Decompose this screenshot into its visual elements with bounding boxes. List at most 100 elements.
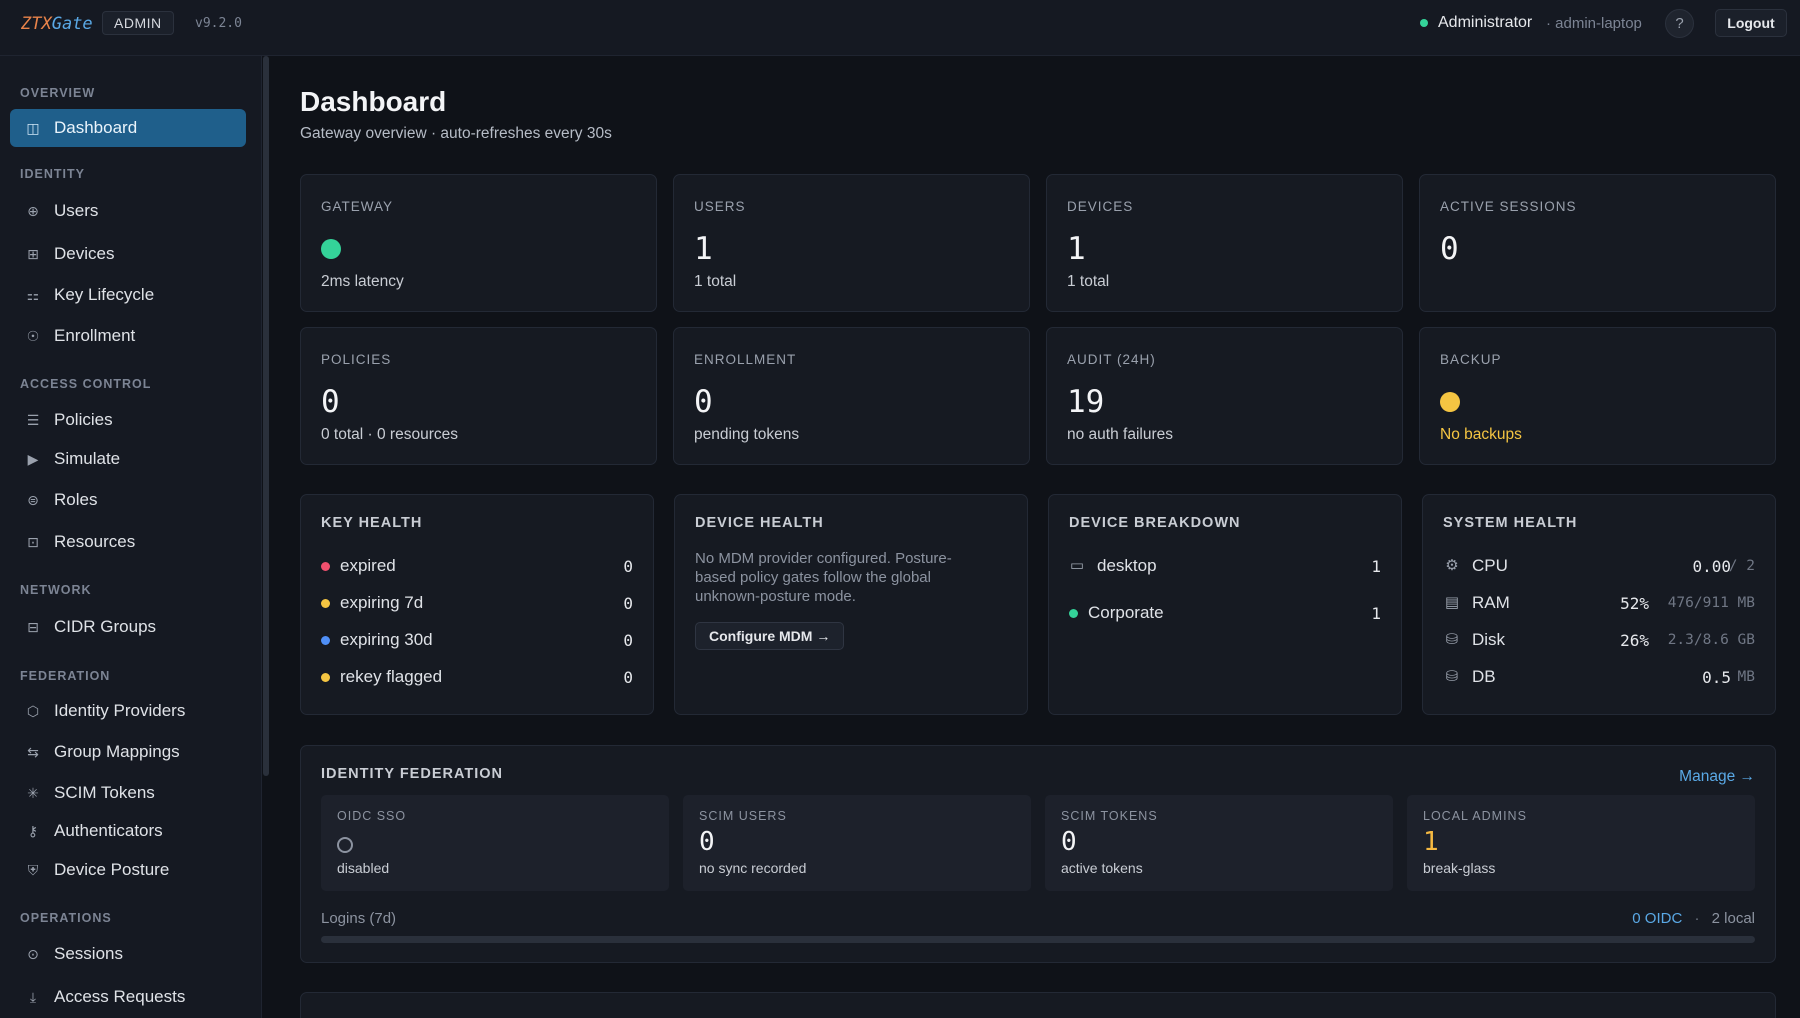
dashboard-icon: ◫ — [26, 119, 40, 136]
sidebar-item-simulate[interactable]: ▶ Simulate — [10, 440, 246, 478]
devices-card[interactable]: DEVICES 1 1 total — [1046, 174, 1403, 312]
device-os-row[interactable]: ▭ desktop 1 — [1069, 554, 1381, 578]
sub-card-label: LOCAL ADMINS — [1423, 809, 1527, 823]
logout-button[interactable]: Logout — [1715, 9, 1787, 37]
local-admins-card[interactable]: LOCAL ADMINS 1 break-glass — [1407, 795, 1755, 891]
key-health-row[interactable]: rekey flagged 0 — [321, 665, 633, 689]
monitor-icon: ▭ — [1069, 557, 1085, 574]
status-dot-icon — [321, 562, 330, 571]
key-health-row[interactable]: expired 0 — [321, 554, 633, 578]
devices-icon: ⊞ — [27, 245, 39, 262]
sidebar-item-cidr-groups[interactable]: ⊟ CIDR Groups — [10, 608, 246, 646]
shield-icon: ⛨ — [27, 861, 39, 878]
key-health-row[interactable]: expiring 7d 0 — [321, 591, 633, 615]
sidebar-item-users[interactable]: ⊕ Users — [10, 192, 246, 230]
active-sessions-card[interactable]: ACTIVE SESSIONS 0 — [1419, 174, 1776, 312]
row-value: 0 — [623, 557, 633, 576]
panel-title: KEY HEALTH — [321, 515, 423, 531]
logins-summary: 0 OIDC · 2 local — [1632, 910, 1755, 927]
enrollment-card[interactable]: ENROLLMENT 0 pending tokens — [673, 327, 1030, 465]
row-value: 1 — [1371, 557, 1381, 576]
sidebar-item-policies[interactable]: ☰ Policies — [10, 401, 246, 439]
sessions-icon: ⊙ — [27, 945, 39, 962]
audit-card[interactable]: AUDIT (24H) 19 no auth failures — [1046, 327, 1403, 465]
sidebar-item-group-mappings[interactable]: ⇆ Group Mappings — [10, 733, 246, 771]
brand-logo[interactable]: ZTXGate — [21, 14, 93, 34]
identity-federation-panel: IDENTITY FEDERATION Manage → OIDC SSO di… — [300, 745, 1776, 963]
hexagon-icon: ⬡ — [26, 702, 40, 719]
card-label: AUDIT (24H) — [1067, 352, 1156, 367]
sidebar-item-identity-providers[interactable]: ⬡ Identity Providers — [10, 692, 246, 730]
row-value: 0 — [623, 668, 633, 687]
card-sub: pending tokens — [694, 426, 800, 443]
sidebar-item-device-posture[interactable]: ⛨ Device Posture — [10, 851, 246, 889]
logins-local: 2 local — [1711, 910, 1755, 927]
sidebar-item-sessions[interactable]: ⊙ Sessions — [10, 935, 246, 973]
user-host: · admin-laptop — [1546, 15, 1642, 32]
db-unit: MB — [1737, 669, 1755, 685]
sub-card-label: OIDC SSO — [337, 809, 407, 823]
row-label: DB — [1472, 667, 1496, 686]
disk-icon: ⛁ — [1445, 631, 1459, 648]
sidebar-item-scim-tokens[interactable]: ✳ SCIM Tokens — [10, 774, 246, 812]
card-sub: 2ms latency — [321, 273, 404, 290]
sidebar-item-resources[interactable]: ⊡ Resources — [10, 523, 246, 561]
sidebar-item-label: Resources — [54, 532, 136, 551]
configure-mdm-button[interactable]: Configure MDM → — [695, 622, 845, 650]
sidebar-item-roles[interactable]: ⊜ Roles — [10, 481, 246, 519]
scim-users-card[interactable]: SCIM USERS 0 no sync recorded — [683, 795, 1031, 891]
card-value: 0 — [1440, 231, 1459, 267]
sidebar-item-key-lifecycle[interactable]: ⚏ Key Lifecycle — [10, 276, 246, 314]
policies-card[interactable]: POLICIES 0 0 total · 0 resources — [300, 327, 657, 465]
row-label: CPU — [1472, 556, 1508, 575]
disabled-ring-icon — [337, 837, 353, 853]
card-value: 1 — [694, 231, 713, 267]
device-group-row[interactable]: Corporate 1 — [1069, 601, 1381, 625]
help-button[interactable]: ? — [1665, 9, 1694, 38]
row-label: Corporate — [1088, 603, 1164, 622]
sub-card-sub: no sync recorded — [699, 860, 807, 876]
sidebar-item-label: SCIM Tokens — [54, 783, 155, 802]
oidc-sso-card[interactable]: OIDC SSO disabled — [321, 795, 669, 891]
cpu-unit: / 2 — [1728, 558, 1755, 574]
backup-card[interactable]: BACKUP No backups — [1419, 327, 1776, 465]
sidebar-scrollbar[interactable] — [263, 56, 269, 776]
sidebar-item-access-requests[interactable]: ⤓ Access Requests — [10, 978, 246, 1016]
panel-title: IDENTITY FEDERATION — [321, 766, 503, 782]
roles-icon: ⊜ — [27, 491, 39, 508]
sidebar-item-label: Key Lifecycle — [54, 285, 155, 304]
sub-card-label: SCIM TOKENS — [1061, 809, 1158, 823]
card-value: 0 — [694, 384, 713, 420]
section-overview: OVERVIEW — [20, 86, 96, 100]
status-dot-icon — [321, 599, 330, 608]
memory-icon: ▤ — [1444, 594, 1460, 611]
sidebar: OVERVIEW ◫ Dashboard IDENTITY ⊕ Users ⊞ … — [0, 56, 262, 1018]
key-health-row[interactable]: expiring 30d 0 — [321, 628, 633, 652]
admin-badge: ADMIN — [102, 11, 174, 35]
sub-card-value: 0 — [699, 827, 715, 857]
card-value: 1 — [1067, 231, 1086, 267]
cpu-value: 0.00 — [1692, 557, 1731, 576]
users-card[interactable]: USERS 1 1 total — [673, 174, 1030, 312]
row-label: expiring 30d — [340, 630, 433, 649]
cpu-icon: ⚙ — [1445, 557, 1459, 574]
card-label: ACTIVE SESSIONS — [1440, 199, 1577, 214]
scim-tokens-card[interactable]: SCIM TOKENS 0 active tokens — [1045, 795, 1393, 891]
sidebar-item-dashboard[interactable]: ◫ Dashboard — [10, 109, 246, 147]
row-value: 0 — [623, 631, 633, 650]
ram-row: ▤ RAM 52% 476/911 MB — [1443, 591, 1755, 615]
mdm-message: No MDM provider configured. Posture-base… — [695, 550, 952, 605]
card-value: 19 — [1067, 384, 1105, 420]
asterisk-icon: ✳ — [27, 784, 39, 801]
next-panel — [300, 992, 1776, 1018]
sidebar-item-authenticators[interactable]: ⚷ Authenticators — [10, 812, 246, 850]
sidebar-item-enrollment[interactable]: ☉ Enrollment — [10, 317, 246, 355]
sub-card-sub: break-glass — [1423, 860, 1496, 876]
sidebar-item-devices[interactable]: ⊞ Devices — [10, 235, 246, 273]
logins-label: Logins (7d) — [321, 910, 397, 927]
cpu-row: ⚙ CPU 0.00 / 2 — [1443, 554, 1755, 578]
sidebar-item-label: Devices — [54, 244, 115, 263]
card-value: 0 — [321, 384, 340, 420]
manage-link[interactable]: Manage → — [1679, 768, 1755, 785]
card-sub: 1 total — [694, 273, 737, 290]
